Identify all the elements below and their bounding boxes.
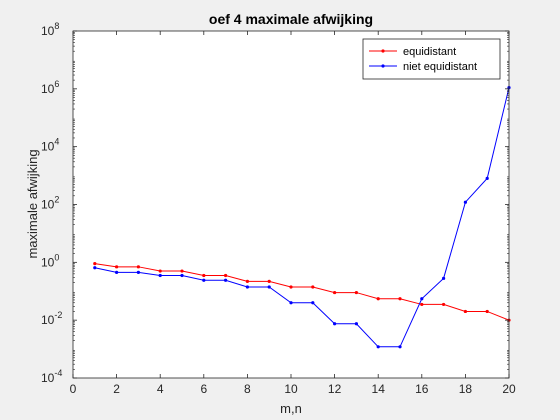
data-point <box>442 302 446 307</box>
data-point <box>398 297 402 301</box>
y-tick-label: 10-4 <box>41 368 62 385</box>
x-tick-label: 4 <box>157 382 164 396</box>
plot-area <box>73 31 509 378</box>
x-tick-label: 14 <box>372 382 386 396</box>
y-tick-base: 10 <box>41 313 55 327</box>
y-tick-label: 102 <box>41 195 59 212</box>
legend-label: equidistant <box>403 46 456 58</box>
data-point <box>93 262 97 266</box>
data-point <box>311 301 315 305</box>
data-point <box>376 297 380 301</box>
y-tick-label: 100 <box>41 252 59 269</box>
data-point <box>202 278 206 282</box>
y-tick-label: 106 <box>41 79 59 96</box>
data-point <box>376 345 380 349</box>
data-point <box>224 273 228 278</box>
y-tick-exponent: 6 <box>54 79 59 89</box>
data-point <box>136 270 140 274</box>
data-point <box>442 276 446 280</box>
data-point <box>354 322 358 326</box>
y-tick-exponent: 4 <box>54 137 59 147</box>
x-tick-label: 6 <box>200 382 207 396</box>
y-tick-exponent: -4 <box>54 368 62 378</box>
data-point <box>333 290 337 295</box>
data-point <box>267 285 271 289</box>
data-point <box>202 273 206 278</box>
legend-swatch-marker <box>381 49 385 53</box>
y-tick-base: 10 <box>41 140 55 154</box>
data-point <box>245 285 249 289</box>
x-tick-label: 0 <box>70 382 77 396</box>
data-point <box>180 273 184 278</box>
data-point <box>420 302 424 307</box>
x-axis: 0 2 4 6 8 10 12 14 16 18 20 <box>70 31 516 396</box>
series-line-2 <box>94 87 510 348</box>
y-tick-base: 10 <box>41 82 55 96</box>
data-point <box>463 200 467 204</box>
data-point <box>93 266 97 270</box>
y-tick-base: 10 <box>41 255 55 269</box>
y-tick-exponent: -2 <box>54 310 62 320</box>
data-point <box>180 269 184 273</box>
y-tick-label: 10-2 <box>41 310 62 327</box>
y-axis-label: maximale afwijking <box>25 149 40 258</box>
data-point <box>158 273 162 278</box>
data-point <box>463 309 467 314</box>
data-point <box>115 265 119 269</box>
y-tick-base: 10 <box>41 371 55 385</box>
series-line-1 <box>94 263 510 321</box>
y-tick-exponent: 0 <box>54 252 59 262</box>
y-tick-exponent: 2 <box>54 195 59 205</box>
x-tick-label: 12 <box>328 382 342 396</box>
y-tick-label: 108 <box>41 21 59 38</box>
data-point <box>398 345 402 349</box>
data-point <box>420 297 424 301</box>
data-point <box>267 279 271 283</box>
data-point <box>158 269 162 273</box>
x-tick-label: 2 <box>113 382 120 396</box>
legend: equidistant niet equidistant <box>362 38 501 80</box>
chart-marks <box>93 86 511 349</box>
legend-swatch-marker <box>381 64 385 68</box>
data-point <box>485 309 489 314</box>
y-tick-exponent: 8 <box>54 21 59 31</box>
legend-label: niet equidistant <box>403 61 477 73</box>
chart-title: oef 4 maximale afwijking <box>209 11 373 27</box>
y-tick-base: 10 <box>41 24 55 38</box>
data-point <box>485 176 489 180</box>
x-tick-label: 8 <box>244 382 251 396</box>
data-point <box>289 285 293 289</box>
data-point <box>115 270 119 274</box>
data-point <box>289 301 293 305</box>
data-point <box>311 285 315 289</box>
data-point <box>333 322 337 326</box>
legend-box <box>362 38 501 80</box>
x-tick-label: 20 <box>502 382 516 396</box>
y-tick-base: 10 <box>41 198 55 212</box>
x-tick-label: 16 <box>415 382 429 396</box>
data-point <box>354 290 358 295</box>
data-point <box>224 278 228 282</box>
data-point <box>136 265 140 269</box>
data-point <box>245 279 249 283</box>
x-axis-label: m,n <box>280 401 302 416</box>
y-tick-label: 104 <box>41 137 59 154</box>
x-tick-label: 10 <box>284 382 298 396</box>
x-tick-label: 18 <box>459 382 473 396</box>
